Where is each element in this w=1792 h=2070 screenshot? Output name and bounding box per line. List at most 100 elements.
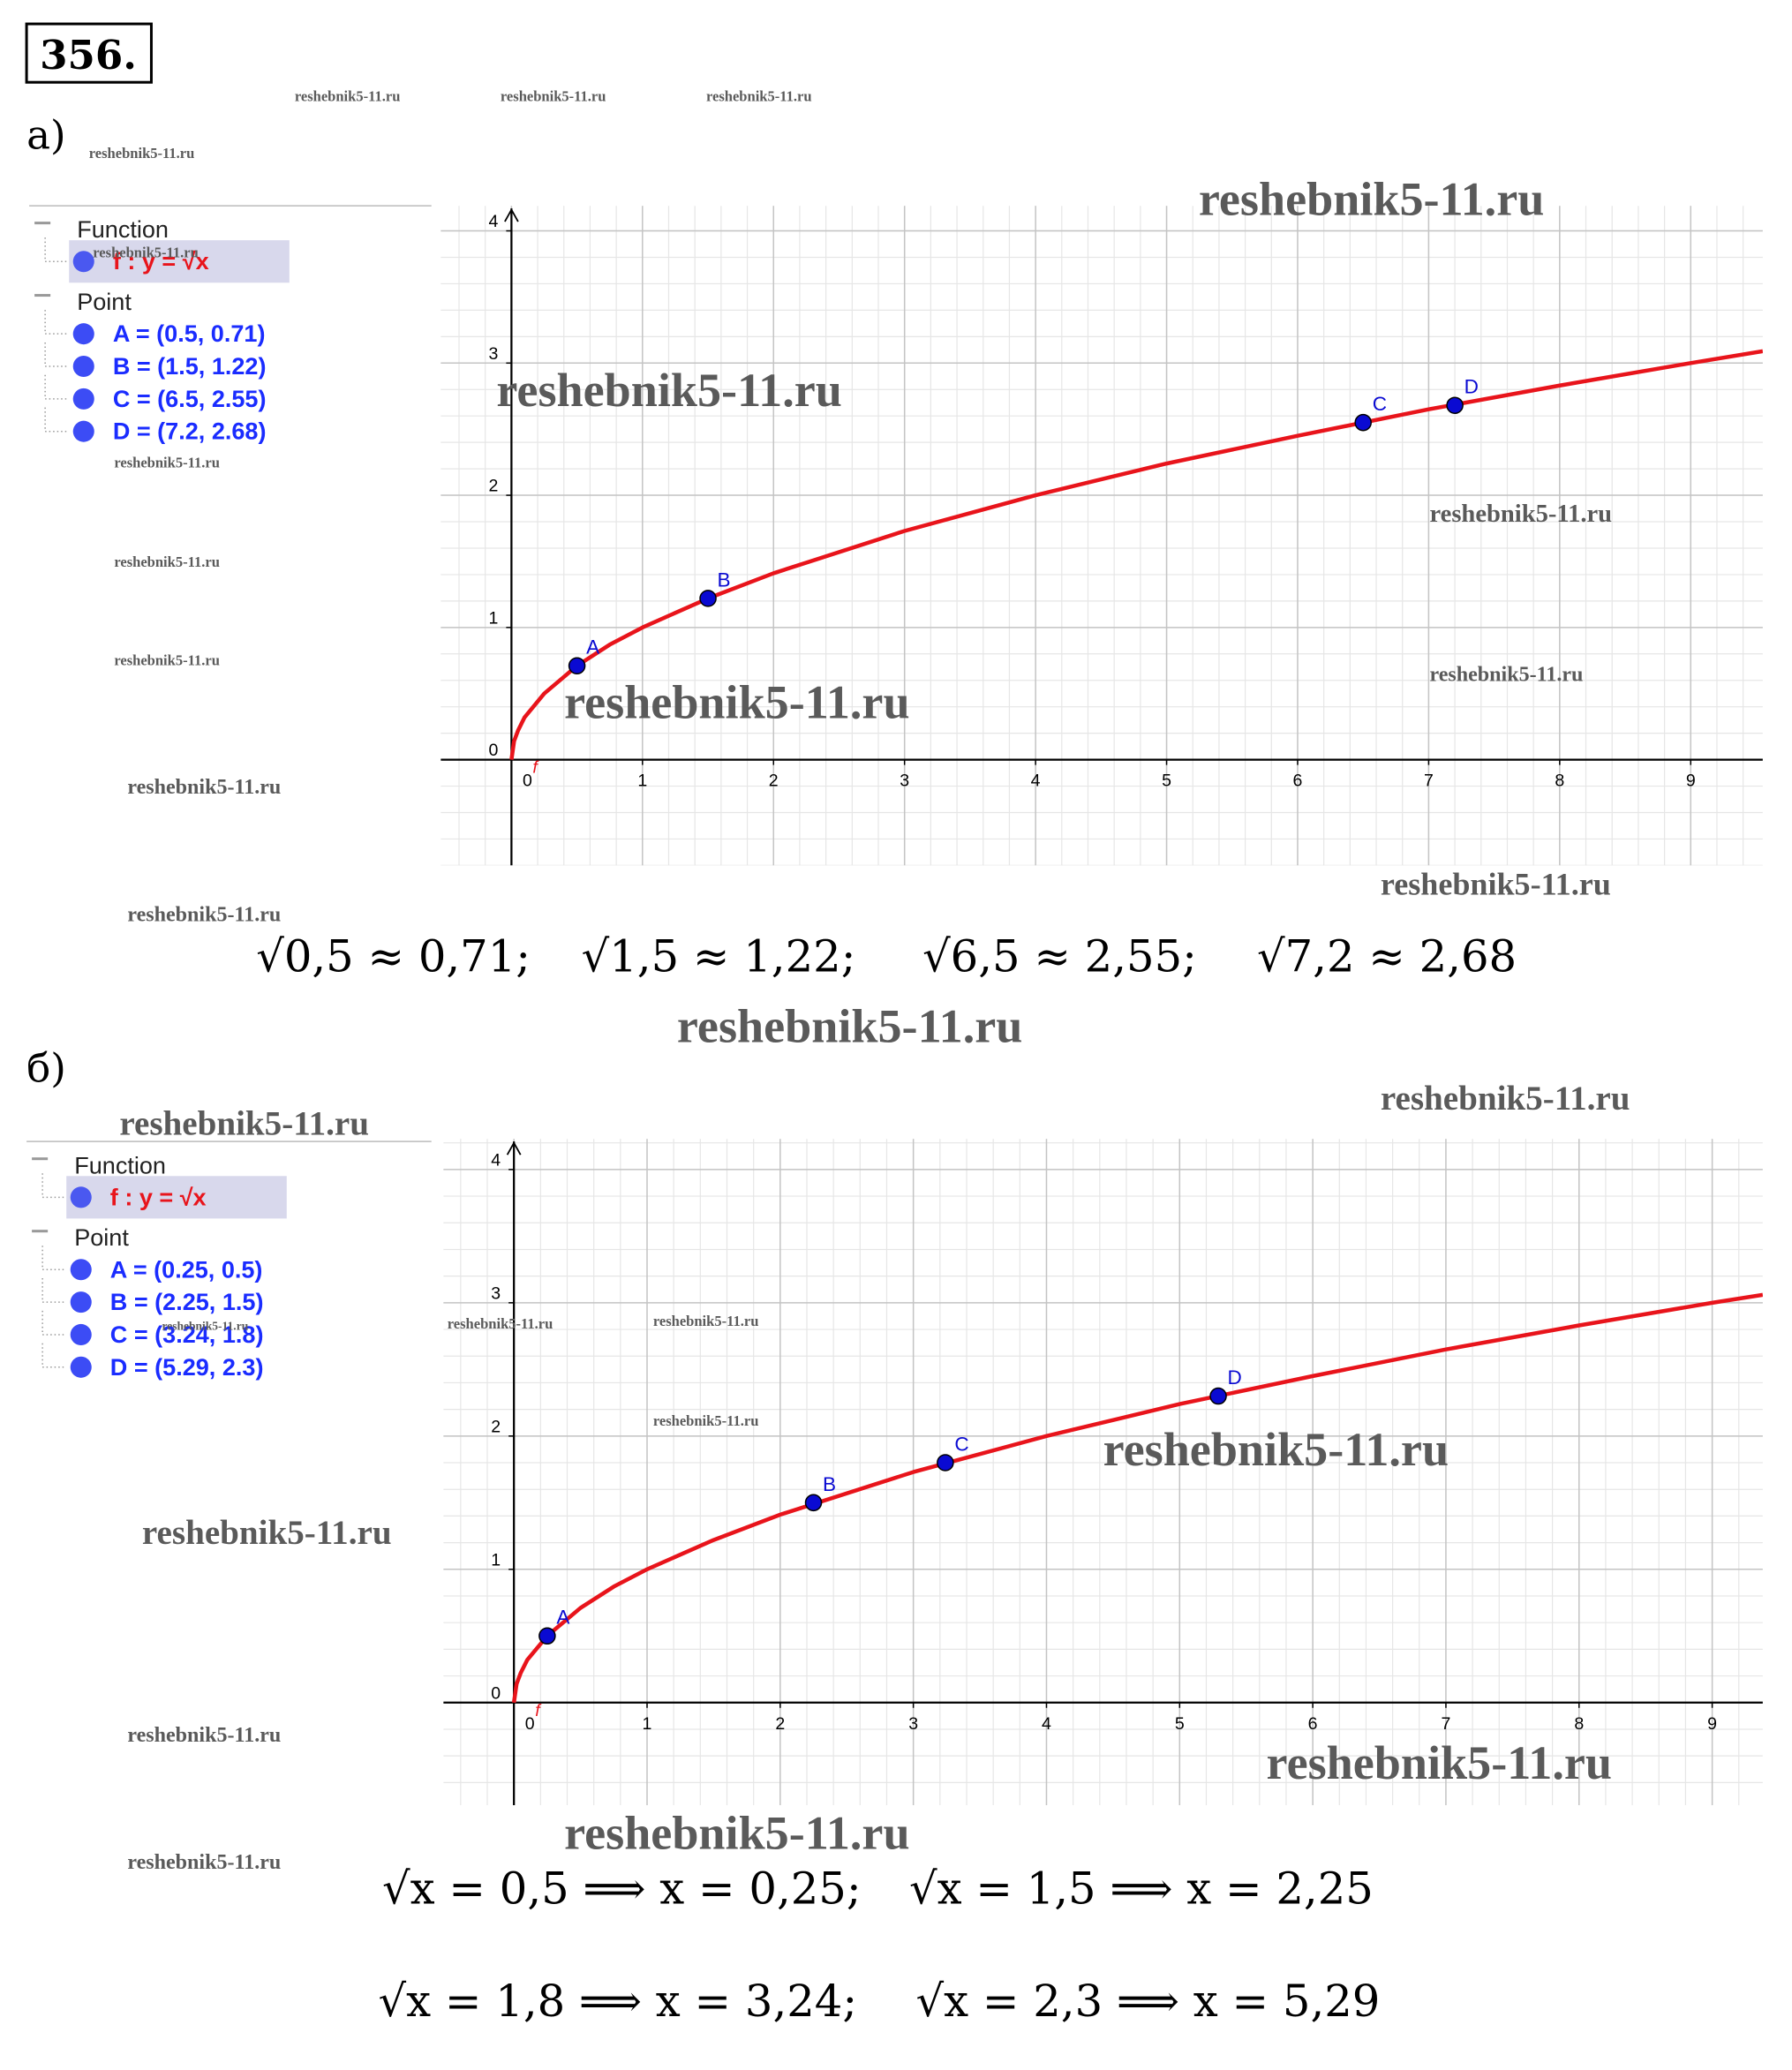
watermark: reshebnik5-11.ru (1429, 663, 1583, 686)
tree-line (44, 310, 70, 335)
point-label: B (823, 1473, 836, 1495)
plot: 0 1 2 3 4 5 6 7 8 9 0 1 2 3 4 f A B C D (440, 206, 1763, 866)
point[interactable] (937, 1454, 954, 1472)
watermark: reshebnik5-11.ru (162, 1320, 248, 1333)
point[interactable] (804, 1494, 823, 1512)
watermark: reshebnik5-11.ru (448, 1315, 553, 1332)
formula: √x = 2,3 ⟹ x = 5,29 (916, 1976, 1381, 2027)
x-tick-label: 4 (1031, 772, 1041, 791)
object-definition: f : y = √x (113, 248, 209, 275)
watermark: reshebnik5-11.ru (127, 1724, 281, 1747)
visibility-toggle[interactable] (72, 251, 94, 273)
collapse-icon[interactable] (32, 1157, 49, 1161)
watermark: reshebnik5-11.ru (119, 1105, 369, 1143)
y-axis-arrow (506, 1140, 522, 1155)
formula: √0,5 ≈ 0,71; (256, 931, 531, 982)
x-tick-label: 3 (900, 772, 909, 791)
watermark: reshebnik5-11.ru (653, 1313, 759, 1329)
object-definition: C = (6.5, 2.55) (113, 386, 267, 412)
problem-number: 356. (40, 32, 137, 79)
x-tick-label: 4 (1042, 1714, 1051, 1734)
x-tick-label: 3 (908, 1714, 918, 1734)
point-label: A (586, 636, 599, 659)
x-tick-label: 8 (1555, 772, 1564, 791)
formula: √6,5 ≈ 2,55; (922, 931, 1197, 982)
collapse-icon[interactable] (34, 222, 51, 225)
curve-label: f (535, 1701, 542, 1720)
y-tick-label: 4 (488, 212, 498, 231)
watermark: reshebnik5-11.ru (127, 1851, 281, 1874)
visibility-toggle[interactable] (70, 1259, 92, 1281)
watermark: reshebnik5-11.ru (114, 553, 220, 570)
visibility-toggle[interactable] (70, 1323, 92, 1345)
y-tick-label: 1 (491, 1550, 501, 1569)
tree-line (41, 1310, 67, 1336)
point[interactable] (1446, 396, 1464, 414)
y-tick-label: 3 (491, 1283, 501, 1303)
visibility-toggle[interactable] (72, 420, 94, 442)
plot: 0 1 2 3 4 5 6 7 8 9 0 1 2 3 4 f A B C D (443, 1139, 1763, 1806)
object-definition: D = (5.29, 2.3) (110, 1354, 264, 1381)
x-tick-label: 0 (525, 1714, 535, 1734)
x-tick-label: 8 (1574, 1714, 1584, 1734)
tree-line (41, 1278, 67, 1303)
curve-label: f (532, 758, 539, 778)
watermark: reshebnik5-11.ru (677, 999, 1022, 1052)
collapse-icon[interactable] (34, 294, 51, 297)
plot-area (440, 206, 1763, 866)
visibility-toggle[interactable] (72, 355, 94, 378)
point-label: D (1464, 376, 1479, 398)
point[interactable] (1354, 413, 1372, 432)
part-label: б) (26, 1045, 66, 1092)
point-label: D (1228, 1366, 1242, 1389)
object-definition: B = (1.5, 1.22) (113, 353, 267, 380)
x-tick-label: 7 (1424, 772, 1434, 791)
x-tick-label: 0 (523, 772, 532, 791)
point[interactable] (1209, 1387, 1227, 1405)
number-box (25, 22, 153, 84)
x-tick-label: 2 (775, 1714, 785, 1734)
watermark: reshebnik5-11.ru (496, 364, 841, 417)
point[interactable] (568, 657, 586, 675)
watermark: reshebnik5-11.ru (114, 651, 220, 668)
watermark: reshebnik5-11.ru (1381, 1080, 1630, 1118)
object-definition: C = (3.24, 1.8) (110, 1321, 264, 1348)
selected-row (69, 240, 290, 283)
point[interactable] (699, 590, 717, 607)
group-title: Function (77, 216, 169, 243)
object-definition: D = (7.2, 2.68) (113, 418, 267, 445)
y-tick-label: 2 (488, 477, 498, 496)
group-title: Point (74, 1224, 129, 1251)
watermark: reshebnik5-11.ru (1267, 1736, 1612, 1789)
formula: √x = 0,5 ⟹ x = 0,25; (382, 1863, 862, 1914)
tree-line (41, 1343, 67, 1368)
visibility-toggle[interactable] (70, 1186, 92, 1208)
group-title: Point (77, 289, 132, 315)
collapse-icon[interactable] (32, 1230, 49, 1233)
watermark: reshebnik5-11.ru (706, 87, 812, 104)
visibility-toggle[interactable] (72, 388, 94, 410)
group-title: Function (74, 1152, 166, 1178)
part-label: а) (26, 111, 66, 158)
x-tick-label: 6 (1293, 772, 1303, 791)
visibility-toggle[interactable] (72, 323, 94, 345)
function-curve (511, 1292, 1763, 1704)
x-tick-label: 1 (637, 772, 647, 791)
tree-line (44, 374, 70, 400)
watermark: reshebnik5-11.ru (564, 1807, 909, 1860)
point[interactable] (538, 1627, 556, 1645)
x-tick-label: 1 (643, 1714, 652, 1734)
watermark: reshebnik5-11.ru (653, 1412, 759, 1429)
formula: √x = 1,8 ⟹ x = 3,24; (379, 1976, 858, 2027)
y-tick-label: 3 (488, 344, 498, 364)
visibility-toggle[interactable] (70, 1356, 92, 1378)
x-tick-label: 7 (1442, 1714, 1451, 1734)
visibility-toggle[interactable] (70, 1291, 92, 1314)
y-axis-arrow (504, 207, 519, 222)
object-definition: A = (0.25, 0.5) (110, 1256, 263, 1283)
watermark: reshebnik5-11.ru (142, 1514, 392, 1552)
watermark: reshebnik5-11.ru (501, 87, 606, 104)
y-tick-label: 1 (488, 608, 498, 628)
watermark: reshebnik5-11.ru (127, 776, 281, 799)
